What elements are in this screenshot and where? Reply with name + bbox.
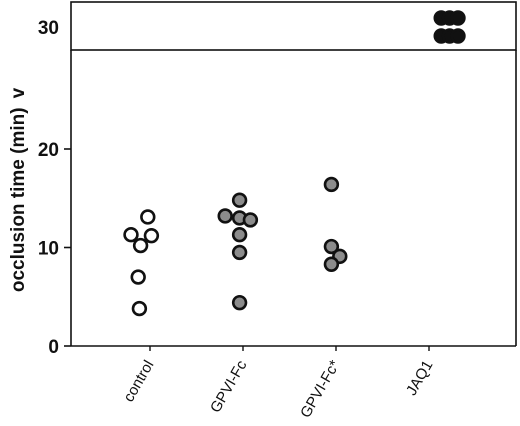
x-category-label: JAQ1 xyxy=(403,358,436,399)
x-ticks: control GPVI-Fc GPVI-Fc* JAQ1 xyxy=(120,346,436,421)
y-ticks: 0 10 20 30 xyxy=(38,18,71,358)
data-point xyxy=(140,209,156,225)
x-category-label: control xyxy=(120,358,157,405)
data-point xyxy=(132,237,149,254)
data-point xyxy=(143,227,160,244)
data-point xyxy=(123,226,139,243)
data-point xyxy=(323,256,340,272)
y-tick-label: 30 xyxy=(38,18,59,39)
data-point xyxy=(217,208,233,224)
y-axis-title-text: occlusion time (min) xyxy=(8,107,29,292)
x-category-label: GPVI-Fc* xyxy=(297,357,343,420)
x-category-label: GPVI-Fc xyxy=(207,357,251,416)
data-point xyxy=(131,300,148,317)
y-tick-label: 10 xyxy=(38,239,59,260)
data-point xyxy=(130,269,146,285)
upper-panel-frame xyxy=(70,1,517,51)
data-point xyxy=(231,294,248,311)
data-point xyxy=(450,28,466,44)
data-point xyxy=(450,10,466,26)
y-axis-title-suffix: v xyxy=(8,87,29,98)
y-tick-label: 20 xyxy=(38,140,59,161)
data-point xyxy=(231,226,248,243)
y-tick-label: 0 xyxy=(48,337,59,358)
data-point xyxy=(242,212,259,228)
data-point xyxy=(231,192,248,208)
data-point xyxy=(323,176,340,193)
data-point xyxy=(323,238,340,255)
y-axis-title: occlusion time (min) v xyxy=(8,87,29,292)
data-point xyxy=(231,244,248,261)
data-points xyxy=(123,10,466,317)
